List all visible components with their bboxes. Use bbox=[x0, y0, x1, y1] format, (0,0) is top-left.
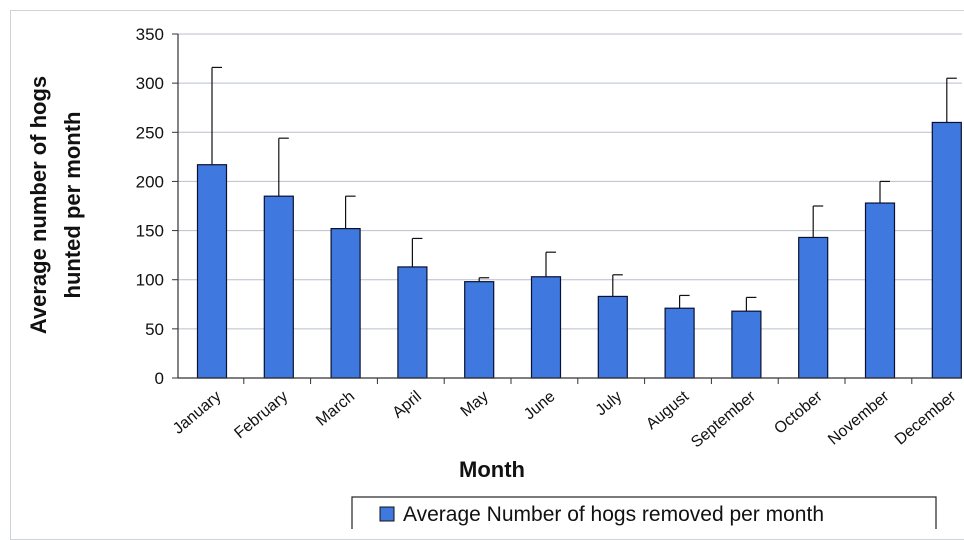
y-tick-label-50: 50 bbox=[145, 320, 164, 339]
x-tick-label-december: December bbox=[892, 388, 960, 449]
bar-july bbox=[597, 295, 628, 379]
y-tick-label-150: 150 bbox=[136, 222, 164, 241]
bar-august bbox=[664, 307, 695, 379]
bar-november bbox=[864, 202, 896, 379]
bar-chart: 0 50 100 150 200 250 300 350 January February Mar… bbox=[26, 25, 962, 529]
bar-may bbox=[464, 281, 495, 379]
y-tick-label-200: 200 bbox=[136, 172, 164, 191]
y-tick-label-350: 350 bbox=[136, 25, 164, 44]
bar-march bbox=[330, 228, 361, 379]
legend-label: Average Number of hogs removed per month bbox=[403, 503, 824, 526]
y-axis: 0 50 100 150 200 250 300 350 bbox=[136, 25, 179, 388]
x-tick-label-may: May bbox=[458, 388, 492, 420]
y-tick-label-0: 0 bbox=[155, 369, 164, 388]
bar-april bbox=[397, 266, 428, 379]
x-axis-label: Month bbox=[459, 457, 525, 482]
x-tick-label-november: November bbox=[825, 388, 893, 449]
x-tick-label-september: September bbox=[688, 388, 759, 452]
bar-september bbox=[731, 310, 762, 379]
bar-december bbox=[931, 121, 962, 379]
y-axis-label-line1: Average number of hogs bbox=[26, 76, 51, 334]
bar-february bbox=[263, 195, 294, 379]
x-tick-label-august: August bbox=[643, 388, 693, 433]
y-axis-label-line2: hunted per month bbox=[60, 112, 85, 299]
y-tick-label-300: 300 bbox=[136, 74, 164, 93]
x-tick-label-january: January bbox=[170, 388, 225, 438]
y-tick-label-100: 100 bbox=[136, 271, 164, 290]
y-tick-label-250: 250 bbox=[136, 123, 164, 142]
grid-lines bbox=[178, 33, 962, 330]
bar-june bbox=[530, 276, 562, 379]
x-tick-label-april: April bbox=[390, 388, 425, 422]
x-tick-label-october: October bbox=[771, 388, 826, 438]
x-axis: January February March April May June July Augu… bbox=[170, 377, 962, 452]
legend-swatch bbox=[379, 506, 395, 522]
x-tick-label-july: July bbox=[593, 388, 626, 419]
x-tick-label-june: June bbox=[521, 388, 559, 423]
error-bars bbox=[211, 66, 957, 312]
legend-box bbox=[351, 496, 937, 529]
bar-january bbox=[196, 164, 228, 379]
x-tick-label-march: March bbox=[313, 388, 358, 430]
x-tick-label-february: February bbox=[231, 388, 291, 442]
legend: Average Number of hogs removed per month bbox=[351, 496, 937, 529]
bars bbox=[196, 121, 962, 379]
bar-october bbox=[798, 236, 829, 379]
